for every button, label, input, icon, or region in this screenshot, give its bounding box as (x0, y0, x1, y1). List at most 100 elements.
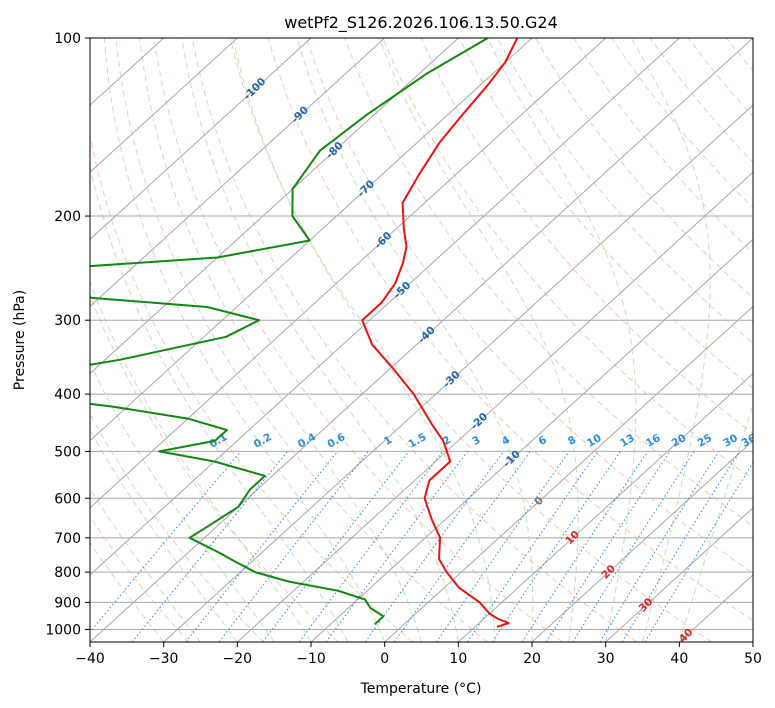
isotherm-line (90, 38, 238, 173)
y-tick-label: 100 (54, 31, 81, 47)
x-tick-label: −10 (296, 651, 326, 667)
mixing-ratio-label: 4 (500, 434, 512, 448)
y-tick-label: 400 (54, 387, 81, 403)
isotherm-line (605, 507, 753, 642)
dry-adiabat (687, 38, 753, 118)
isotherm-line (90, 38, 533, 442)
dry-adiabat (496, 38, 753, 344)
dry-adiabat (420, 38, 753, 435)
moist-adiabat (486, 38, 637, 642)
moist-adiabat (90, 541, 165, 642)
mixing-ratio-label: 0.6 (325, 431, 347, 451)
moist-adiabat (181, 38, 459, 642)
y-tick-label: 300 (54, 313, 81, 329)
mixing-ratio-label: 1.5 (406, 431, 428, 451)
dry-adiabat (90, 132, 414, 642)
isotherm-line (90, 38, 312, 241)
y-tick-label: 800 (54, 565, 81, 581)
isotherm-line (531, 439, 753, 642)
y-axis-label: Pressure (hPa) (12, 290, 28, 390)
x-tick-label: 40 (670, 651, 688, 667)
moist-adiabat (90, 164, 349, 642)
moist-adiabat (90, 487, 201, 642)
mixing-ratio-label: 25 (695, 432, 714, 450)
y-tick-label: 900 (54, 595, 81, 611)
y-tick-label: 1000 (45, 622, 81, 638)
moist-adiabat (232, 38, 496, 642)
mixing-ratio-line (218, 451, 369, 642)
dry-adiabat (268, 38, 753, 622)
mixing-ratio-label: 36 (740, 432, 759, 450)
mixing-ratio-line (90, 451, 242, 633)
mixing-ratio-line (521, 451, 649, 642)
mixing-ratio-line (364, 451, 505, 642)
moist-adiabat (139, 38, 422, 642)
dry-adiabat (649, 38, 753, 163)
dry-adiabat (573, 38, 753, 254)
x-tick-label: −40 (75, 651, 105, 667)
moist-adiabat (678, 401, 753, 642)
isotherm-line (752, 641, 753, 642)
isotherm-label: -80 (324, 140, 346, 162)
moist-adiabat (90, 361, 275, 642)
x-axis: −40 −30 −20 −10 0 10 20 30 40 50 (75, 642, 762, 667)
isotherm-line (384, 305, 753, 642)
isotherm-line (163, 104, 753, 642)
dry-adiabat (535, 38, 753, 299)
x-tick-label: 0 (380, 651, 389, 667)
y-tick-label: 200 (54, 209, 81, 225)
x-tick-label: 50 (744, 651, 762, 667)
x-tick-label: −30 (149, 651, 179, 667)
isotherm-label: -70 (355, 178, 377, 200)
mixing-ratio-label: 13 (618, 432, 637, 450)
isotherm-line (457, 372, 753, 642)
x-tick-label: 30 (597, 651, 615, 667)
mixing-ratio-label: 1 (382, 434, 394, 448)
dry-adiabat (306, 38, 753, 574)
y-axis: 100 200 300 400 500 600 700 800 900 1000 (45, 31, 90, 638)
x-tick-label: 10 (449, 651, 467, 667)
mixing-ratio-line (298, 451, 444, 642)
mixing-ratio-line (131, 451, 288, 642)
x-axis-label: Temperature (°C) (360, 681, 482, 697)
mixing-ratio-line (185, 451, 338, 642)
mixing-ratio-line (467, 451, 599, 642)
mixing-ratio-line (435, 451, 570, 642)
isotherm-line (90, 38, 753, 642)
temperature-profile-line (361, 38, 519, 628)
isotherm-line (90, 38, 607, 509)
isotherm-label: -60 (372, 230, 394, 252)
mixing-ratio-line (545, 451, 671, 642)
chart-title: wetPf2_S126.2026.106.13.50.G24 (284, 13, 558, 33)
mixing-ratio-label: 3 (470, 434, 482, 448)
dry-adiabat (726, 38, 753, 72)
moist-adiabat (103, 38, 386, 642)
moist-adiabat (90, 280, 312, 642)
dry-adiabat (90, 412, 264, 642)
dry-adiabat (344, 38, 753, 527)
mixing-ratio-label: 30 (721, 432, 740, 450)
mixing-ratio-label: 0.4 (296, 431, 318, 451)
isotherm-label: -20 (468, 411, 490, 433)
dry-adiabat (115, 38, 488, 642)
dry-adiabat (229, 38, 712, 642)
x-tick-label: −20 (223, 651, 253, 667)
mixing-ratio-label: 8 (566, 434, 578, 448)
y-tick-label: 500 (54, 444, 81, 460)
isotherm-line (236, 171, 753, 642)
dry-adiabat (191, 38, 638, 642)
mixing-ratio-line (393, 451, 531, 642)
isotherm-label: -90 (289, 104, 311, 126)
isotherm-line (310, 238, 753, 642)
mixing-ratio-label: 10 (585, 432, 604, 450)
mixing-ratio-line (262, 451, 410, 642)
x-tick-label: 20 (523, 651, 541, 667)
plot-area: -100-90-80-70-60-50-40-30-20-10010203040… (90, 38, 759, 642)
dry-adiabat (90, 515, 190, 642)
isotherm-label: -100 (241, 76, 268, 103)
mixing-ratio-label: 16 (644, 432, 663, 450)
isotherm-line (90, 38, 680, 576)
mixing-ratio-line (491, 451, 621, 642)
dewpoint-profile-line (90, 38, 489, 626)
